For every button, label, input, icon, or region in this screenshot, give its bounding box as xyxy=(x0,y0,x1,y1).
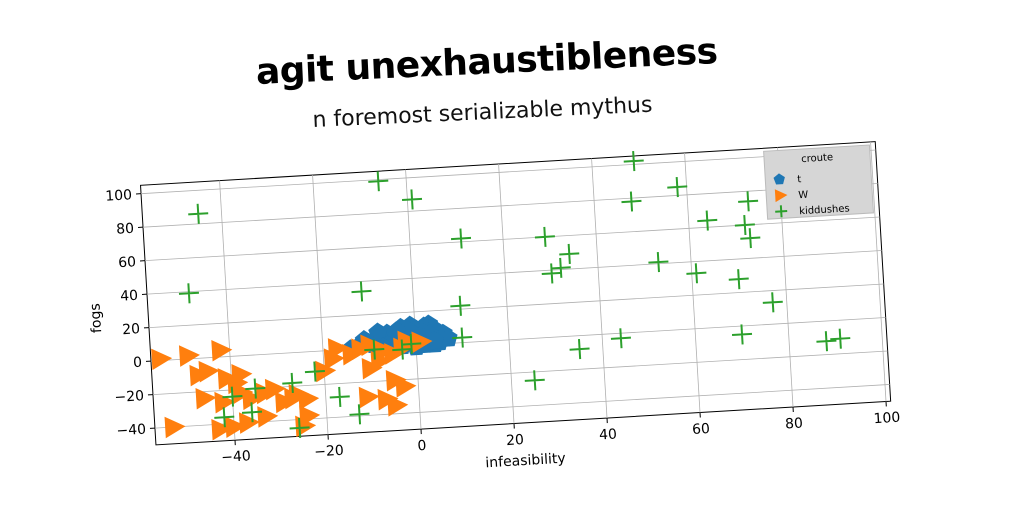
x-tick-label: 100 xyxy=(873,410,901,428)
y-tick-label: 40 xyxy=(120,288,139,305)
x-tick-label: −40 xyxy=(221,448,251,466)
y-tick-label: 0 xyxy=(133,355,143,372)
x-tick-label: 20 xyxy=(506,432,525,449)
legend-title: croute xyxy=(801,152,834,165)
x-axis-label: infeasibility xyxy=(485,451,566,472)
legend-label-t: t xyxy=(797,174,802,185)
y-tick-label: 20 xyxy=(122,321,141,338)
x-tick-label: 60 xyxy=(692,421,711,438)
plot-area-group: −40 −20 0 20 40 60 80 100 −40 −20 0 20 40 60 80 100 inf… xyxy=(80,136,902,494)
y-tick-label: −20 xyxy=(114,388,144,406)
y-tick-label: −40 xyxy=(116,422,146,440)
y-tick-label: 80 xyxy=(116,221,135,238)
y-tick-label: 60 xyxy=(118,254,137,271)
y-axis-label: fogs xyxy=(87,303,105,334)
x-tick-label: 0 xyxy=(417,438,427,455)
x-tick-label: −20 xyxy=(314,443,344,461)
x-tick-label: 80 xyxy=(785,415,804,432)
legend-label-w: W xyxy=(798,190,809,202)
y-tick-label: 100 xyxy=(105,187,133,205)
x-tick-label: 40 xyxy=(599,427,618,444)
